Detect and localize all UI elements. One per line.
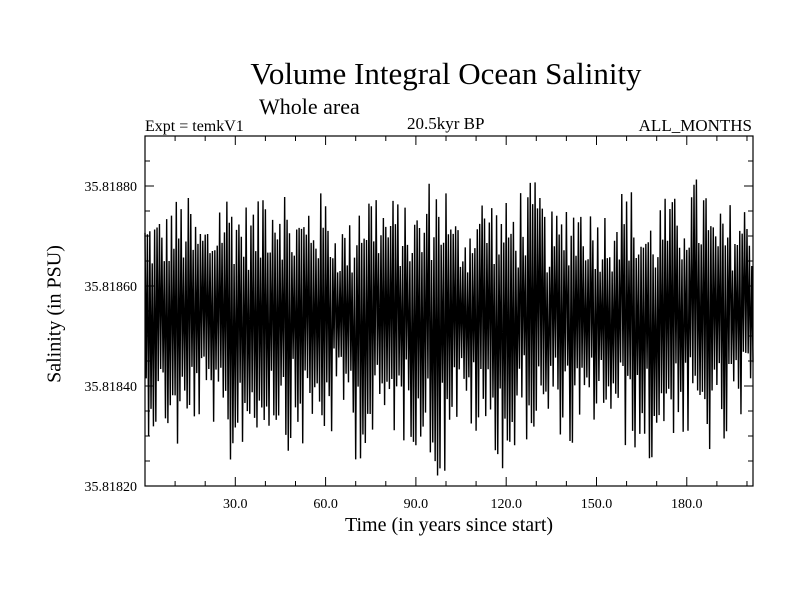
experiment-label: Expt = temkV1 — [145, 118, 244, 135]
plot-frame — [144, 135, 754, 487]
y-tick-label: 35.81840 — [85, 380, 138, 395]
months-label: ALL_MONTHS — [638, 116, 752, 135]
y-tick-label: 35.81820 — [85, 480, 138, 495]
series-group — [144, 179, 754, 476]
x-tick-label: 150.0 — [581, 497, 613, 512]
y-tick-label: 35.81880 — [85, 180, 138, 195]
x-tick-label: 180.0 — [671, 497, 703, 512]
x-axis-label: Time (in years since start) — [344, 514, 554, 536]
chart-title: Volume Integral Ocean Salinity — [250, 56, 642, 91]
salinity-series-line — [144, 179, 754, 476]
x-tick-label: 120.0 — [490, 497, 522, 512]
x-tick-label: 30.0 — [223, 497, 248, 512]
y-tick-label: 35.81860 — [85, 280, 138, 295]
x-tick-label: 90.0 — [404, 497, 429, 512]
chart-subtitle: Whole area — [259, 94, 360, 119]
period-label: 20.5kyr BP — [407, 114, 485, 133]
axis-ticks: 30.0 60.0 90.0 120.0 150.0 180.0 35.81820 35.81… — [85, 135, 753, 512]
x-tick-label: 60.0 — [313, 497, 338, 512]
